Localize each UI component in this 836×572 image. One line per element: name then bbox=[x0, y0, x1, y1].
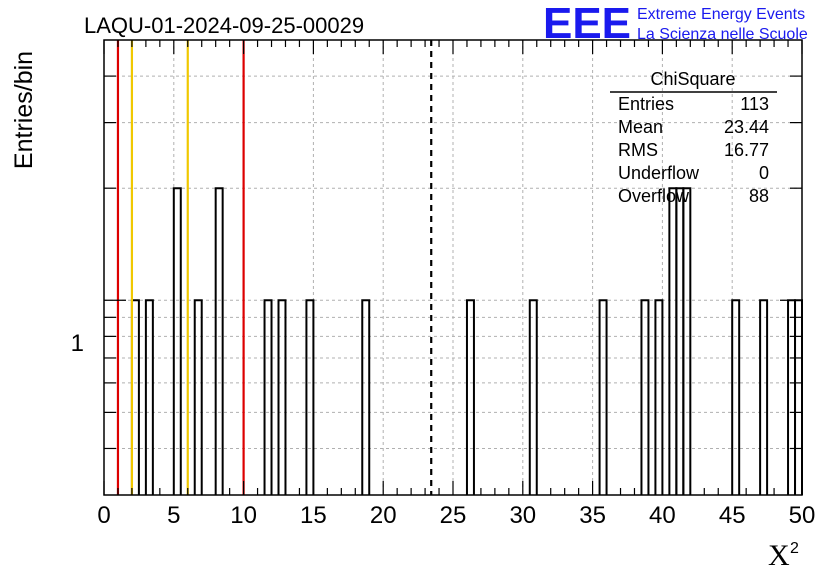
histogram-bar bbox=[654, 299, 664, 495]
histogram-bar bbox=[263, 299, 273, 495]
axis-ticks bbox=[103, 40, 803, 495]
stats-row-value: 113 bbox=[740, 94, 769, 114]
stats-row-value: 16.77 bbox=[724, 140, 769, 160]
x-tick-label: 35 bbox=[579, 502, 606, 529]
histogram-bar bbox=[528, 299, 538, 495]
stats-box-rows: Entries 113 Mean 23.44 RMS 16.77 Underflow 0 Ove… bbox=[618, 94, 769, 206]
stats-row-label: RMS bbox=[618, 140, 658, 160]
histogram-bar bbox=[361, 299, 371, 495]
x-tick-label: 5 bbox=[167, 502, 180, 529]
histogram-bar bbox=[144, 299, 154, 495]
stats-row-label: Underflow bbox=[618, 163, 700, 183]
eee-logo: EEE Extreme Energy Events La Scienza nel… bbox=[543, 0, 808, 48]
y-tick-label: 1 bbox=[71, 330, 84, 357]
stats-row-label: Mean bbox=[618, 117, 663, 137]
histogram-bars bbox=[130, 187, 803, 495]
eee-logo-line2: La Scienza nelle Scuole bbox=[637, 26, 808, 43]
x-tick-label: 25 bbox=[440, 502, 467, 529]
histogram-bar bbox=[598, 299, 608, 495]
x-tick-label: 0 bbox=[97, 502, 110, 529]
x-tick-labels: 0 5 10 15 20 25 30 35 40 45 50 bbox=[97, 502, 815, 529]
stats-row-value: 0 bbox=[759, 163, 769, 183]
histogram-bar bbox=[640, 299, 650, 495]
stats-row-value: 23.44 bbox=[724, 117, 769, 137]
eee-logo-mark: EEE bbox=[543, 0, 631, 48]
stats-row-label: Entries bbox=[618, 94, 674, 114]
histogram-bar bbox=[277, 299, 287, 495]
histogram-bar bbox=[193, 299, 203, 495]
stats-row-label: Overflow bbox=[618, 186, 690, 206]
x-tick-label: 50 bbox=[789, 502, 816, 529]
chart-title: LAQU-01-2024-09-25-00029 bbox=[84, 13, 364, 38]
x-tick-label: 10 bbox=[230, 502, 257, 529]
x-tick-label: 20 bbox=[370, 502, 397, 529]
histogram-bar bbox=[731, 299, 741, 495]
x-axis-label: X bbox=[768, 539, 790, 572]
histogram-bar bbox=[305, 299, 315, 495]
eee-logo-line1: Extreme Energy Events bbox=[637, 6, 805, 23]
stats-box: ChiSquare Entries 113 Mean 23.44 RMS 16.77 Und… bbox=[610, 69, 777, 206]
y-axis-label: Entries/bin bbox=[10, 51, 38, 169]
x-axis-label-superscript: 2 bbox=[790, 540, 799, 557]
stats-box-title: ChiSquare bbox=[650, 69, 735, 89]
x-tick-label: 15 bbox=[300, 502, 327, 529]
x-tick-label: 45 bbox=[719, 502, 746, 529]
histogram-bar bbox=[759, 299, 769, 495]
x-tick-label: 40 bbox=[649, 502, 676, 529]
histogram-bar bbox=[682, 187, 692, 495]
histogram-bar bbox=[172, 187, 182, 495]
histogram-bar bbox=[214, 187, 224, 495]
x-tick-label: 30 bbox=[509, 502, 536, 529]
stats-row-value: 88 bbox=[749, 186, 769, 206]
histogram-bar bbox=[465, 299, 475, 495]
reference-lines bbox=[116, 40, 433, 495]
